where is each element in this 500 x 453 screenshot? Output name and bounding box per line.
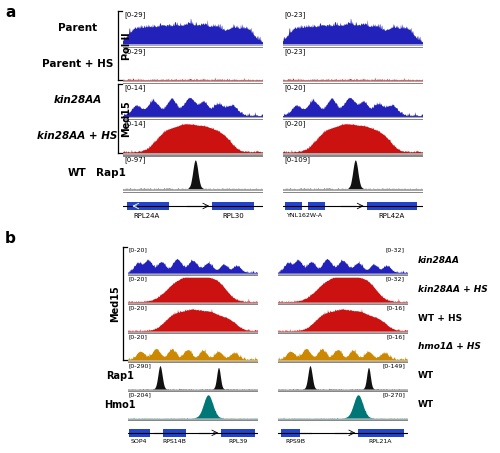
Text: [0-20]: [0-20]	[129, 247, 148, 252]
Text: [0-204]: [0-204]	[129, 392, 152, 397]
Text: [0-23]: [0-23]	[284, 12, 306, 19]
Text: WT + HS: WT + HS	[418, 313, 462, 323]
Text: Hmo1: Hmo1	[104, 400, 136, 410]
Bar	[358, 429, 404, 437]
Text: [0-109]: [0-109]	[284, 157, 310, 164]
Text: [0-20]: [0-20]	[129, 305, 148, 310]
Text: Rap1: Rap1	[106, 371, 134, 381]
Text: hmo1Δ + HS: hmo1Δ + HS	[418, 342, 480, 352]
Text: RPL24A: RPL24A	[133, 213, 160, 219]
Text: [0-20]: [0-20]	[129, 276, 148, 281]
Text: [0-97]: [0-97]	[124, 157, 146, 164]
Text: [0-270]: [0-270]	[382, 392, 405, 397]
Bar	[282, 429, 300, 437]
Text: [0-149]: [0-149]	[382, 363, 405, 368]
Text: [0-20]: [0-20]	[129, 334, 148, 339]
Text: Med15: Med15	[110, 285, 120, 322]
Text: [0-14]: [0-14]	[124, 120, 146, 127]
Text: [0-290]: [0-290]	[129, 363, 152, 368]
Text: RPS14B: RPS14B	[162, 439, 186, 444]
Text: [0-14]: [0-14]	[124, 84, 146, 91]
Text: WT: WT	[418, 371, 434, 381]
Text: RPL39: RPL39	[228, 439, 248, 444]
Text: [0-20]: [0-20]	[284, 84, 306, 91]
Text: [0-16]: [0-16]	[386, 334, 405, 339]
Bar	[129, 429, 150, 437]
Text: Parent: Parent	[58, 23, 97, 33]
Text: b: b	[5, 231, 16, 246]
Text: kin28AA + HS: kin28AA + HS	[418, 284, 487, 294]
Text: RPL30: RPL30	[222, 213, 244, 219]
Text: [0-32]: [0-32]	[386, 247, 405, 252]
Text: [0-29]: [0-29]	[124, 48, 146, 55]
Bar	[126, 202, 168, 210]
Text: [0-20]: [0-20]	[284, 120, 306, 127]
Text: YNL162W-A: YNL162W-A	[287, 213, 323, 218]
Bar	[162, 429, 186, 437]
Bar	[212, 202, 254, 210]
Text: a: a	[5, 5, 15, 19]
Text: kin28AA: kin28AA	[54, 95, 102, 105]
Text: [0-23]: [0-23]	[284, 48, 306, 55]
Bar	[308, 202, 324, 210]
Text: Med15: Med15	[122, 100, 132, 137]
Text: WT: WT	[68, 168, 87, 178]
Text: RPS9B: RPS9B	[286, 439, 306, 444]
Text: [0-32]: [0-32]	[386, 276, 405, 281]
Text: RPL42A: RPL42A	[378, 213, 405, 219]
Bar	[366, 202, 417, 210]
Text: Parent + HS: Parent + HS	[42, 59, 113, 69]
Text: RPL21A: RPL21A	[368, 439, 392, 444]
Text: [0-29]: [0-29]	[124, 12, 146, 19]
Text: Rap1: Rap1	[96, 168, 126, 178]
Text: kin28AA + HS: kin28AA + HS	[38, 131, 117, 141]
Text: kin28AA: kin28AA	[418, 255, 460, 265]
Text: Pol II: Pol II	[122, 32, 132, 59]
Text: SOP4: SOP4	[131, 439, 148, 444]
Bar	[221, 429, 255, 437]
Bar	[286, 202, 302, 210]
Text: WT: WT	[418, 400, 434, 410]
Text: [0-16]: [0-16]	[386, 305, 405, 310]
